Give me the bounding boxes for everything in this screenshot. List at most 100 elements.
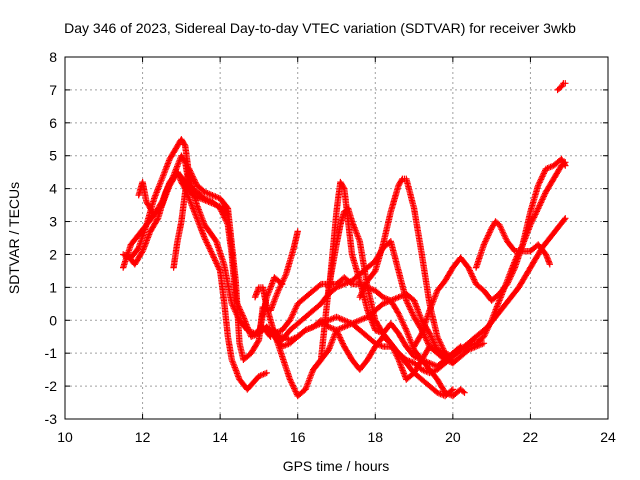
data-point: [394, 309, 401, 316]
data-point: [501, 233, 509, 240]
data-point: [218, 208, 225, 215]
data-point: [162, 188, 169, 196]
y-tick-label: 8: [49, 49, 57, 65]
data-point: [338, 337, 345, 344]
data-point: [217, 206, 224, 214]
series-track-2: [135, 169, 270, 393]
data-point: [422, 334, 429, 341]
y-tick-label: 1: [49, 279, 57, 295]
data-point: [291, 385, 298, 392]
data-point: [165, 182, 172, 190]
data-point: [480, 241, 488, 248]
data-point: [448, 358, 456, 365]
data-point: [169, 173, 177, 181]
data-points: [120, 80, 569, 400]
data-point: [210, 254, 217, 261]
data-point: [282, 272, 289, 279]
x-axis-label: GPS time / hours: [283, 458, 390, 474]
data-point: [465, 264, 472, 271]
data-point: [188, 171, 196, 179]
data-point: [339, 340, 346, 347]
data-point: [336, 334, 344, 341]
data-point: [434, 335, 442, 342]
data-point: [335, 331, 342, 338]
data-point: [537, 176, 545, 183]
data-point: [410, 312, 417, 319]
data-point: [501, 232, 508, 239]
data-point: [192, 179, 199, 186]
data-point: [469, 273, 476, 280]
data-point: [138, 249, 145, 256]
data-point: [425, 328, 432, 336]
data-point: [449, 386, 457, 393]
y-tick-label: -2: [45, 378, 58, 394]
data-point: [277, 281, 285, 288]
data-point: [398, 316, 405, 323]
data-point: [435, 336, 442, 343]
data-point: [277, 283, 284, 290]
data-point: [337, 335, 344, 343]
data-point: [523, 230, 530, 238]
data-point: [512, 256, 519, 263]
data-point: [214, 263, 222, 270]
data-point: [206, 190, 213, 198]
data-point: [291, 308, 298, 315]
data-point: [487, 227, 494, 235]
data-point: [481, 332, 488, 339]
data-point: [430, 339, 437, 346]
data-point: [449, 350, 457, 357]
data-point: [429, 336, 436, 343]
data-point: [439, 345, 447, 352]
data-point: [212, 258, 220, 266]
series-track-5: [170, 165, 301, 363]
data-point: [211, 255, 218, 263]
x-tick-label: 16: [290, 429, 306, 445]
data-point: [281, 274, 288, 281]
data-point: [497, 224, 504, 231]
data-point: [294, 228, 301, 235]
data-point: [420, 357, 427, 364]
x-tick-label: 18: [367, 429, 383, 445]
data-point: [484, 232, 492, 239]
data-point: [536, 179, 543, 186]
y-tick-label: 3: [49, 214, 57, 230]
data-point: [203, 239, 210, 246]
data-point: [432, 346, 439, 353]
data-point: [189, 173, 196, 180]
data-point: [426, 343, 433, 350]
data-point: [215, 264, 222, 272]
y-tick-label: -3: [45, 411, 58, 427]
data-point: [166, 179, 174, 187]
data-point: [338, 325, 345, 332]
data-point: [142, 222, 149, 230]
data-point: [480, 333, 488, 340]
data-point: [353, 318, 360, 325]
data-point: [424, 338, 431, 346]
data-point: [470, 276, 478, 283]
data-point: [423, 358, 430, 365]
data-point: [401, 324, 409, 331]
data-point: [498, 226, 505, 233]
data-point: [535, 205, 542, 212]
data-point: [278, 280, 285, 287]
data-point: [406, 304, 413, 312]
data-point: [357, 292, 364, 299]
data-point: [334, 328, 341, 335]
data-point: [257, 372, 264, 379]
data-point: [434, 333, 441, 340]
data-point: [187, 168, 194, 176]
data-point: [436, 338, 443, 345]
data-point: [207, 248, 215, 255]
data-point: [537, 199, 545, 206]
data-point: [213, 260, 220, 267]
data-point: [280, 275, 288, 282]
data-point: [316, 282, 323, 289]
data-point: [291, 386, 299, 394]
data-point: [340, 184, 347, 191]
data-point: [154, 216, 161, 223]
data-point: [316, 357, 324, 365]
data-point: [562, 80, 569, 87]
data-point: [541, 191, 548, 199]
data-point: [546, 261, 553, 268]
